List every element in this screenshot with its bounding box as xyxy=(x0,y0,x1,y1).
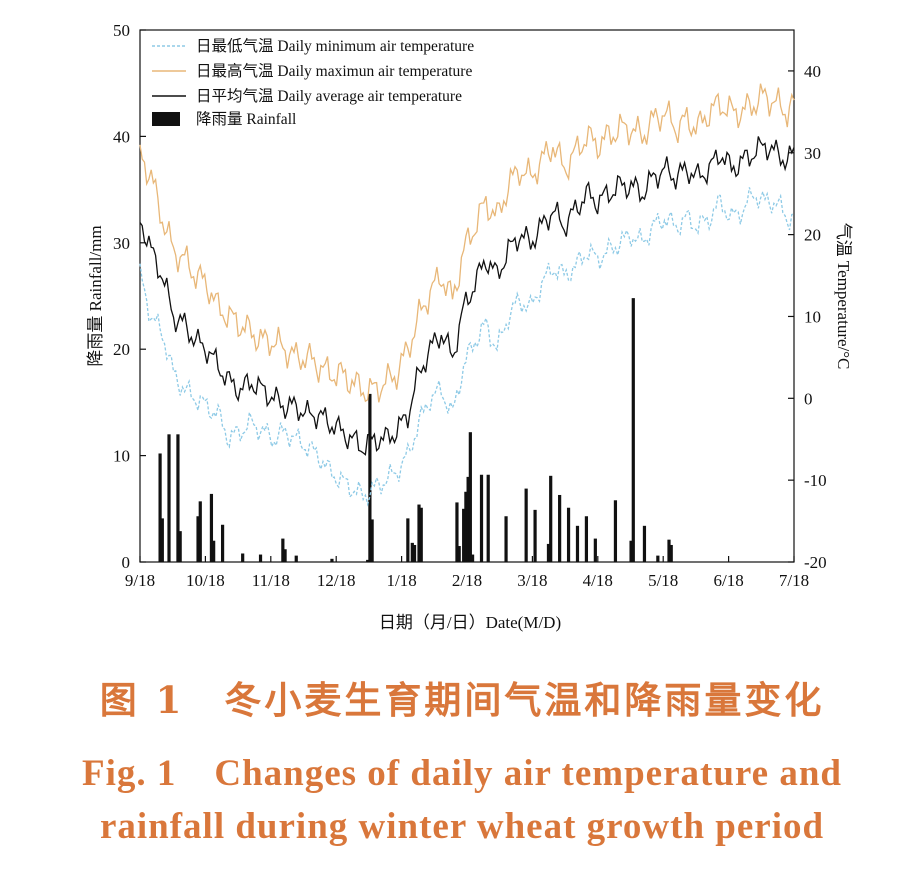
left-axis: 0 10 20 30 40 50 xyxy=(113,21,146,572)
y-axis-label-left: 降雨量 Rainfall/mm xyxy=(86,225,105,366)
legend-swatch-rain xyxy=(152,112,180,126)
left-tick-label: 40 xyxy=(113,127,130,146)
temperature-avg-line xyxy=(139,136,795,456)
rainfall-bar xyxy=(642,525,647,562)
rainfall-bar xyxy=(167,434,171,562)
rainfall-bar xyxy=(178,531,182,562)
rainfall-bar xyxy=(330,558,334,562)
rainfall-bar xyxy=(546,543,551,562)
rainfall-bar xyxy=(462,508,466,562)
left-tick-label: 30 xyxy=(113,234,130,253)
rainfall-bar xyxy=(220,524,225,562)
rainfall-bar xyxy=(412,544,417,562)
legend-label-max: 日最高气温 Daily maximun air temperature xyxy=(196,62,472,80)
rainfall-bar xyxy=(158,453,162,562)
right-tick-label: -20 xyxy=(804,553,827,572)
left-tick-label: 10 xyxy=(113,447,130,466)
legend-label-avg: 日平均气温 Daily average air temperature xyxy=(196,87,462,105)
rainfall-bar xyxy=(370,519,374,562)
rainfall-bar xyxy=(417,504,421,562)
rainfall-bar xyxy=(533,509,537,562)
left-tick-label: 50 xyxy=(113,21,130,40)
rainfall-bar xyxy=(575,525,580,562)
x-tick-label: 12/18 xyxy=(317,571,356,590)
rainfall-bar xyxy=(406,518,410,562)
rainfall-bar xyxy=(524,488,528,562)
rainfall-bar xyxy=(464,491,468,562)
rainfall-bar xyxy=(566,507,571,562)
rainfall-bar xyxy=(281,538,285,562)
chart: 0 10 20 30 40 50 -20 -10 0 10 20 30 40 9/18 10/18 11/… xyxy=(86,21,853,632)
x-tick-label: 11/18 xyxy=(252,571,290,590)
rainfall-bar xyxy=(468,432,472,562)
rainfall-bar xyxy=(613,500,618,562)
rainfall-bar xyxy=(258,554,263,562)
rainfall-bar xyxy=(419,507,423,562)
rainfall-bar xyxy=(549,475,553,562)
right-tick-label: -10 xyxy=(804,471,827,490)
rainfall-bar xyxy=(504,516,508,562)
rainfall-bar xyxy=(631,298,635,562)
temperature-min-line xyxy=(139,187,795,507)
rainfall-bar xyxy=(366,559,370,562)
caption-english-line2: rainfall during winter wheat growth peri… xyxy=(99,806,825,847)
x-axis-label: 日期（月/日）Date(M/D) xyxy=(379,613,561,632)
right-tick-label: 0 xyxy=(804,389,813,408)
rainfall-bar xyxy=(584,516,589,562)
rainfall-bar xyxy=(212,540,216,562)
right-tick-label: 40 xyxy=(804,62,821,81)
rainfall-bar xyxy=(479,474,484,562)
rainfall-bar xyxy=(470,554,475,562)
right-tick-label: 20 xyxy=(804,226,821,245)
x-axis: 9/18 10/18 11/18 12/18 1/18 2/18 3/18 4/18 5/18 6… xyxy=(125,556,809,590)
rainfall-bar xyxy=(669,544,673,562)
right-tick-label: 10 xyxy=(804,307,821,326)
x-tick-label: 9/18 xyxy=(125,571,155,590)
legend-label-rain: 降雨量 Rainfall xyxy=(196,110,296,128)
left-tick-label: 20 xyxy=(113,340,130,359)
caption-chinese: 图 1 冬小麦生育期间气温和降雨量变化 xyxy=(99,678,825,722)
rainfall-bar xyxy=(558,494,562,562)
rainfall-bar xyxy=(667,539,671,562)
right-tick-label: 30 xyxy=(804,144,821,163)
rainfall-bar xyxy=(486,474,490,562)
x-tick-label: 4/18 xyxy=(583,571,613,590)
rainfall-bar xyxy=(593,538,597,562)
x-tick-label: 2/18 xyxy=(452,571,482,590)
temperature-max-line xyxy=(139,83,795,403)
rainfall-bar xyxy=(198,501,202,562)
x-tick-label: 6/18 xyxy=(713,571,743,590)
temperature-lines xyxy=(139,83,795,507)
rainfall-bar xyxy=(656,555,660,562)
rainfall-bar xyxy=(455,502,459,562)
rainfall-bar xyxy=(176,434,180,562)
rainfall-bar xyxy=(209,493,214,562)
rainfall-bar xyxy=(294,555,298,562)
x-tick-label: 1/18 xyxy=(386,571,416,590)
rainfall-bar xyxy=(368,393,372,562)
rainfall-bar xyxy=(629,540,633,562)
rainfall-bar xyxy=(283,549,287,562)
x-tick-label: 5/18 xyxy=(648,571,678,590)
left-tick-label: 0 xyxy=(122,553,131,572)
rainfall-bar xyxy=(196,516,200,562)
rainfall-bar xyxy=(160,518,164,562)
rainfall-bar xyxy=(466,476,470,562)
rainfall-bars xyxy=(158,298,673,562)
y-axis-label-right: 气温 Temperature/°C xyxy=(834,223,853,370)
rainfall-bar xyxy=(410,542,414,562)
legend-label-min: 日最低气温 Daily minimum air temperature xyxy=(196,37,474,55)
legend: 日最低气温 Daily minimum air temperature 日最高气… xyxy=(152,37,474,128)
x-tick-label: 10/18 xyxy=(186,571,225,590)
caption-english-line1: Fig. 1 Changes of daily air temperature … xyxy=(81,753,843,794)
x-tick-label: 3/18 xyxy=(517,571,547,590)
right-axis: -20 -10 0 10 20 30 40 xyxy=(788,62,827,572)
rainfall-bar xyxy=(241,553,245,562)
rainfall-bar xyxy=(457,546,461,562)
x-tick-label: 7/18 xyxy=(779,571,809,590)
